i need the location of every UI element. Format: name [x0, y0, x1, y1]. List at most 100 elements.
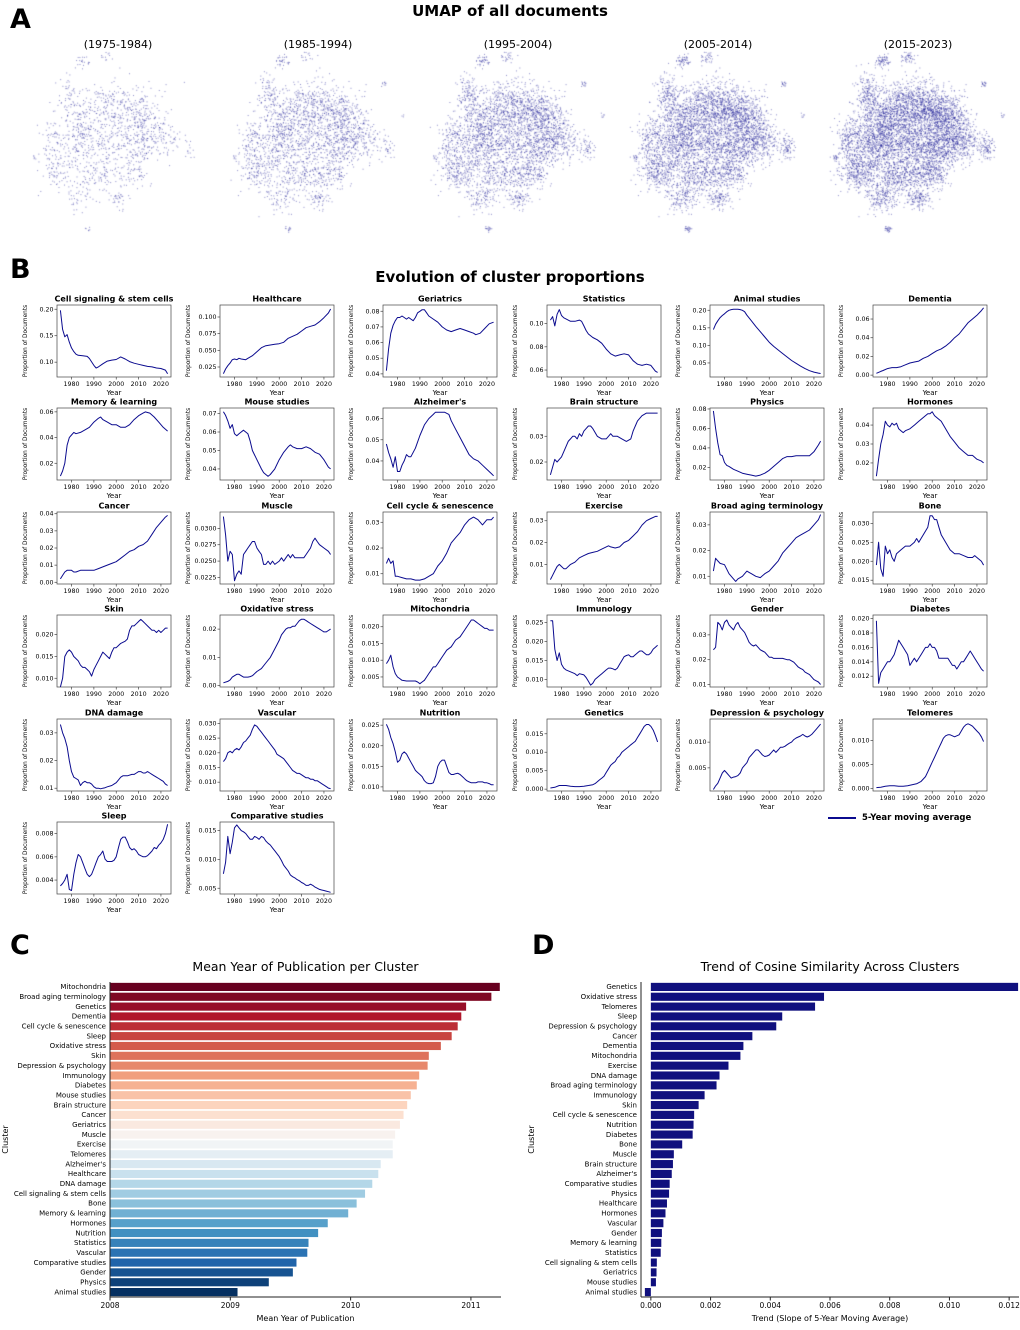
svg-text:Proportion of Documents: Proportion of Documents	[23, 408, 29, 480]
svg-text:0.010: 0.010	[939, 1301, 961, 1310]
svg-text:Genetics: Genetics	[75, 1003, 106, 1011]
svg-text:2020: 2020	[969, 795, 985, 802]
svg-text:0.06: 0.06	[855, 316, 869, 323]
svg-text:2010: 2010	[947, 795, 963, 802]
svg-text:2020: 2020	[806, 795, 822, 802]
svg-text:Proportion of Documents: Proportion of Documents	[186, 719, 192, 791]
svg-text:1990: 1990	[249, 381, 265, 388]
svg-text:Proportion of Documents: Proportion of Documents	[349, 408, 355, 480]
svg-text:2020: 2020	[479, 795, 495, 802]
svg-text:Exercise: Exercise	[77, 1141, 106, 1149]
svg-text:1990: 1990	[739, 484, 755, 491]
svg-text:Vascular: Vascular	[258, 709, 296, 718]
svg-text:Diabetes: Diabetes	[75, 1082, 106, 1090]
svg-text:Gender: Gender	[80, 1269, 106, 1277]
svg-text:0.025: 0.025	[525, 620, 543, 627]
trend-chart-dna-damage: DNA damage 1980 1990 2000 2010 2020 Year 0.01 0.…	[23, 709, 172, 811]
svg-text:0.01: 0.01	[39, 785, 53, 792]
svg-text:Telomeres: Telomeres	[601, 1003, 638, 1011]
svg-text:2020: 2020	[153, 795, 169, 802]
svg-text:Gender: Gender	[751, 605, 784, 614]
svg-text:Trend of Cosine Similarity Acr: Trend of Cosine Similarity Across Cluste…	[700, 959, 960, 974]
svg-text:2010: 2010	[294, 691, 310, 698]
trend-chart-skin: Skin 1980 1990 2000 2010 2020 Year 0.010 0.015 0.…	[23, 605, 172, 707]
svg-text:0.010: 0.010	[35, 675, 53, 682]
svg-text:Animal studies: Animal studies	[54, 1288, 106, 1296]
svg-text:0.01: 0.01	[529, 561, 543, 568]
umap-scatter	[228, 50, 408, 235]
svg-text:1990: 1990	[86, 691, 102, 698]
svg-text:Physics: Physics	[80, 1278, 106, 1286]
svg-text:0.015: 0.015	[361, 640, 379, 647]
svg-text:0.04: 0.04	[855, 422, 869, 429]
trend-chart-mouse-studies: Mouse studies 1980 1990 2000 2010 2020 Year 0.0…	[186, 398, 335, 500]
svg-text:1990: 1990	[249, 898, 265, 905]
svg-text:0.010: 0.010	[851, 738, 869, 745]
svg-text:0.005: 0.005	[688, 765, 706, 772]
svg-text:2020: 2020	[316, 381, 332, 388]
svg-text:Year: Year	[106, 492, 122, 500]
svg-text:1990: 1990	[412, 691, 428, 698]
svg-text:2000: 2000	[924, 484, 940, 491]
umap-title: UMAP of all documents	[412, 2, 608, 20]
svg-text:Hormones: Hormones	[70, 1219, 106, 1227]
svg-text:0.025: 0.025	[361, 722, 379, 729]
svg-text:Proportion of Documents: Proportion of Documents	[676, 408, 682, 480]
trend-chart-dementia: Dementia 1980 1990 2000 2010 2020 Year 0.00 0.02…	[839, 295, 988, 397]
svg-text:1990: 1990	[86, 795, 102, 802]
svg-text:Physics: Physics	[611, 1190, 637, 1198]
svg-text:2020: 2020	[153, 484, 169, 491]
svg-text:2020: 2020	[643, 691, 659, 698]
svg-text:2000: 2000	[598, 588, 614, 595]
svg-text:Alzheimer's: Alzheimer's	[414, 398, 467, 407]
svg-text:0.015: 0.015	[35, 653, 53, 660]
svg-text:Mean Year of Publication per C: Mean Year of Publication per Cluster	[192, 959, 419, 974]
svg-text:2010: 2010	[621, 691, 637, 698]
trend-chart-statistics: Statistics 1980 1990 2000 2010 2020 Year 0.06 0.…	[513, 295, 662, 397]
svg-text:Year: Year	[432, 596, 448, 604]
legend-label: 5-Year moving average	[862, 813, 972, 823]
svg-text:0.06: 0.06	[39, 409, 53, 416]
svg-text:Year: Year	[269, 492, 285, 500]
svg-text:Bone: Bone	[88, 1200, 106, 1208]
svg-text:2010: 2010	[457, 795, 473, 802]
svg-text:Proportion of Documents: Proportion of Documents	[513, 512, 519, 584]
svg-text:2020: 2020	[153, 691, 169, 698]
svg-text:2010: 2010	[457, 691, 473, 698]
svg-text:0.010: 0.010	[198, 779, 216, 786]
svg-text:1980: 1980	[880, 484, 896, 491]
svg-text:2020: 2020	[316, 484, 332, 491]
svg-text:2010: 2010	[621, 484, 637, 491]
svg-text:2000: 2000	[271, 484, 287, 491]
svg-text:Mitochondria: Mitochondria	[591, 1052, 637, 1060]
svg-text:Proportion of Documents: Proportion of Documents	[839, 408, 845, 480]
svg-text:Year: Year	[596, 803, 612, 811]
svg-text:Vascular: Vascular	[607, 1219, 637, 1227]
svg-text:Year: Year	[432, 803, 448, 811]
trend-chart-genetics: Genetics 1980 1990 2000 2010 2020 Year 0.000 0.0…	[513, 709, 662, 811]
svg-text:Year: Year	[269, 803, 285, 811]
svg-text:Year: Year	[596, 596, 612, 604]
svg-text:0.010: 0.010	[361, 657, 379, 664]
svg-text:Cell cycle & senescence: Cell cycle & senescence	[386, 502, 494, 511]
svg-text:2020: 2020	[479, 588, 495, 595]
svg-text:0.04: 0.04	[39, 511, 53, 518]
svg-text:Memory & learning: Memory & learning	[570, 1239, 637, 1247]
svg-text:0.100: 0.100	[198, 314, 216, 321]
svg-text:Brain structure: Brain structure	[570, 398, 639, 407]
svg-text:1980: 1980	[227, 484, 243, 491]
svg-text:Mouse studies: Mouse studies	[587, 1278, 637, 1286]
svg-text:Proportion of Documents: Proportion of Documents	[513, 305, 519, 377]
svg-text:1990: 1990	[412, 484, 428, 491]
svg-text:Year: Year	[432, 492, 448, 500]
svg-text:0.015: 0.015	[525, 657, 543, 664]
svg-text:2010: 2010	[131, 898, 147, 905]
svg-text:Skin: Skin	[104, 605, 124, 614]
svg-text:Cancer: Cancer	[81, 1111, 106, 1119]
svg-text:Depression & psychology: Depression & psychology	[548, 1023, 637, 1031]
svg-text:1990: 1990	[902, 691, 918, 698]
svg-text:1990: 1990	[249, 691, 265, 698]
svg-text:Year: Year	[269, 699, 285, 707]
svg-text:0.03: 0.03	[855, 441, 869, 448]
svg-text:2020: 2020	[806, 381, 822, 388]
